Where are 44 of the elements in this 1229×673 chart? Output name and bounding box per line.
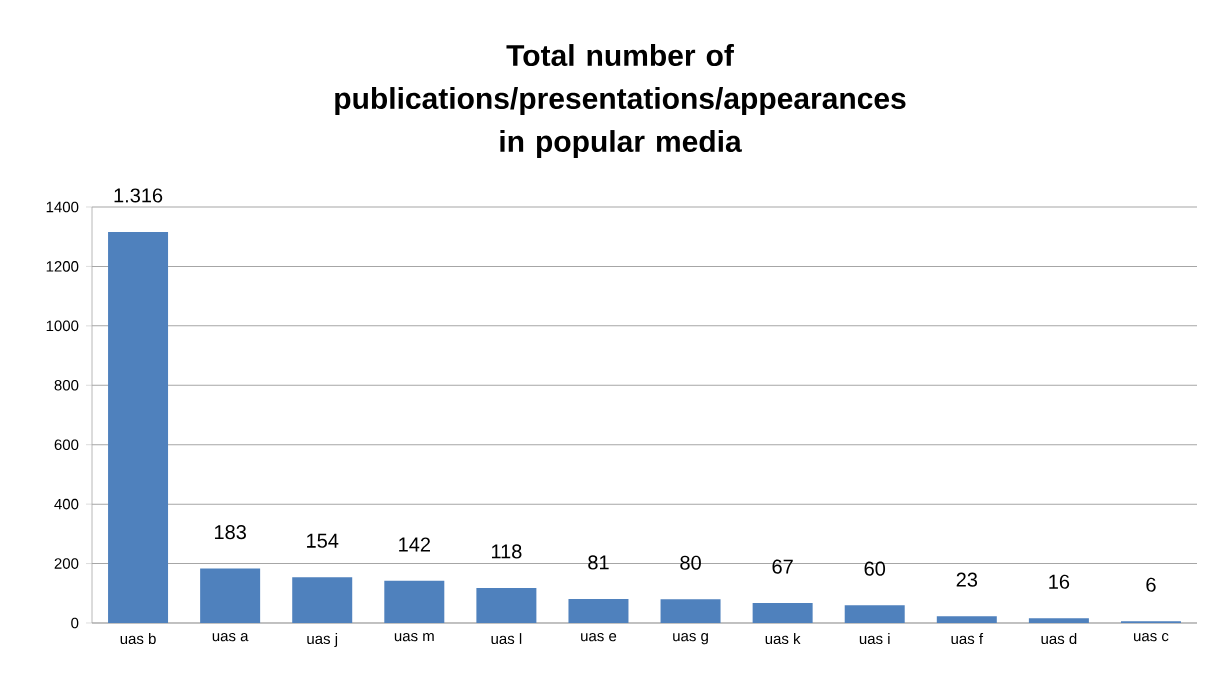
x-tick-label: uas f bbox=[951, 633, 984, 645]
y-tick-label: 1400 bbox=[46, 201, 79, 213]
x-tick-label: uas m bbox=[394, 633, 434, 642]
y-tick-label: 600 bbox=[54, 439, 79, 451]
x-tick-label: uas d bbox=[1041, 633, 1077, 645]
x-tick-label: uas e bbox=[581, 633, 617, 642]
y-tick-label: 400 bbox=[54, 498, 79, 510]
y-tick-label: 200 bbox=[54, 558, 79, 569]
data-label: 16 bbox=[1049, 574, 1070, 589]
x-tick-label: uas i bbox=[859, 633, 890, 645]
bar bbox=[844, 605, 905, 623]
bar bbox=[936, 616, 997, 623]
x-tick-label: uas c bbox=[1134, 633, 1169, 642]
data-label: 118 bbox=[491, 544, 522, 559]
x-tick-label: uas k bbox=[765, 633, 801, 645]
data-label: 183 bbox=[214, 525, 246, 540]
x-tick-label: uas l bbox=[491, 633, 522, 645]
y-tick-label: 1200 bbox=[46, 261, 79, 272]
x-tick-label: uas j bbox=[307, 633, 338, 648]
x-tick-label: uas g bbox=[673, 633, 708, 645]
bar bbox=[660, 599, 721, 623]
x-tick-label: uas a bbox=[212, 633, 249, 642]
data-label: 154 bbox=[307, 533, 339, 548]
bar bbox=[752, 603, 813, 623]
data-label: 6 bbox=[1146, 577, 1156, 592]
bar bbox=[200, 568, 261, 623]
data-label: 142 bbox=[399, 537, 430, 552]
y-tick-label: 800 bbox=[54, 379, 79, 391]
bar bbox=[292, 577, 353, 623]
chart-title: Total number of publications/presentations/appearances in popular media bbox=[335, 44, 906, 158]
bar bbox=[384, 580, 445, 623]
data-label: 67 bbox=[772, 559, 793, 574]
data-label: 80 bbox=[680, 555, 701, 570]
bar bbox=[108, 231, 169, 623]
data-label: 81 bbox=[588, 555, 609, 570]
bar bbox=[1028, 618, 1089, 623]
data-label: 60 bbox=[864, 561, 886, 576]
data-label: 23 bbox=[956, 572, 978, 587]
bar bbox=[476, 587, 537, 623]
data-label: 1.316 bbox=[114, 188, 163, 203]
y-tick-label: 1000 bbox=[46, 320, 79, 332]
y-tick-label: 0 bbox=[71, 617, 79, 629]
bar bbox=[568, 598, 629, 623]
x-tick-label: uas b bbox=[120, 633, 156, 645]
